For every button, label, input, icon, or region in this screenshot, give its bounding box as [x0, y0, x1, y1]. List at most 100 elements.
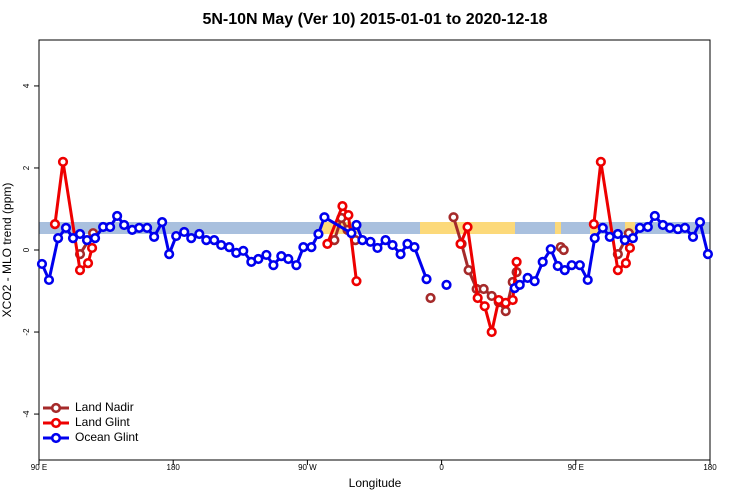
- data-point: [171, 230, 182, 242]
- data-point: [86, 242, 98, 254]
- data-point: [486, 326, 497, 338]
- series-line: [592, 160, 632, 272]
- x-tick-label: 90 E: [31, 463, 47, 472]
- data-point: [448, 212, 459, 223]
- data-point: [253, 253, 264, 265]
- data-point: [57, 156, 69, 167]
- data-point: [507, 294, 518, 306]
- data-point: [357, 235, 368, 246]
- data-point: [574, 260, 585, 271]
- data-point: [89, 233, 101, 244]
- y-tick-label: -4: [22, 410, 31, 418]
- data-point: [194, 228, 205, 240]
- band-land: [625, 222, 635, 234]
- data-point: [283, 253, 294, 265]
- data-point: [664, 222, 675, 233]
- data-point: [306, 242, 317, 253]
- data-point: [49, 219, 61, 230]
- data-point: [500, 306, 511, 317]
- data-point: [164, 249, 175, 260]
- data-point: [268, 260, 279, 271]
- data-point: [479, 301, 490, 312]
- x-tick-label: 180: [703, 463, 717, 472]
- data-point: [134, 222, 145, 233]
- data-point: [589, 233, 600, 244]
- data-point: [60, 222, 72, 233]
- data-point: [620, 258, 632, 269]
- y-tick-label: 4: [22, 83, 31, 88]
- x-tick-label: 180: [167, 463, 181, 472]
- data-point: [105, 221, 116, 233]
- data-point: [441, 279, 452, 290]
- data-point: [649, 210, 660, 222]
- data-point: [43, 274, 55, 286]
- data-point: [421, 274, 432, 285]
- data-point: [238, 245, 249, 256]
- data-point: [566, 260, 577, 271]
- x-tick-label: 0: [439, 463, 444, 472]
- legend-marker: [50, 417, 62, 429]
- data-point: [149, 231, 160, 242]
- data-point: [612, 228, 623, 240]
- data-point: [595, 156, 606, 167]
- data-point: [552, 260, 563, 272]
- data-point: [624, 242, 636, 254]
- data-point: [186, 233, 197, 244]
- data-point: [209, 235, 220, 246]
- data-point: [687, 231, 699, 242]
- data-point: [694, 217, 706, 228]
- data-point: [582, 274, 593, 286]
- data-point: [545, 244, 556, 255]
- data-point: [67, 233, 79, 244]
- data-point: [346, 228, 357, 239]
- band-land: [555, 222, 561, 234]
- data-point: [157, 217, 168, 228]
- data-point: [395, 249, 406, 260]
- data-point: [313, 228, 324, 240]
- data-point: [486, 290, 497, 302]
- x-tick-label: 90 E: [568, 463, 584, 472]
- data-point: [387, 239, 398, 251]
- legend-label: Land Glint: [75, 415, 130, 429]
- x-axis-label: Longitude: [349, 476, 402, 490]
- data-point: [298, 242, 309, 253]
- data-point: [112, 210, 123, 222]
- y-axis-label: XCO2 - MLO trend (ppm): [0, 183, 14, 318]
- legend-marker: [50, 432, 62, 444]
- data-point: [529, 276, 540, 287]
- data-point: [343, 210, 354, 221]
- series-line: [459, 225, 519, 334]
- data-point: [514, 279, 525, 290]
- data-point: [82, 258, 94, 269]
- data-point: [642, 221, 653, 233]
- y-tick-label: -2: [22, 328, 31, 336]
- data-point: [216, 239, 227, 251]
- data-point: [337, 201, 348, 212]
- data-point: [351, 219, 362, 231]
- data-point: [472, 292, 483, 304]
- data-point: [291, 260, 302, 271]
- data-point: [702, 249, 714, 260]
- data-point: [372, 242, 383, 254]
- data-point: [74, 228, 86, 240]
- x-tick-label: 90 W: [298, 463, 317, 472]
- data-point: [409, 242, 420, 253]
- data-point: [559, 264, 570, 276]
- data-point: [619, 235, 630, 246]
- data-point: [604, 231, 615, 242]
- data-point: [74, 264, 86, 276]
- data-point: [627, 233, 639, 244]
- y-tick-label: 0: [22, 247, 31, 252]
- legend-label: Land Nadir: [75, 400, 134, 414]
- data-point: [425, 292, 436, 304]
- data-point: [380, 235, 391, 246]
- legend-marker: [50, 402, 62, 414]
- data-point: [224, 242, 235, 253]
- data-point: [179, 226, 190, 238]
- data-point: [463, 264, 474, 276]
- data-point: [537, 256, 548, 267]
- data-point: [261, 249, 272, 261]
- y-tick-label: 2: [22, 165, 31, 170]
- data-point: [511, 256, 522, 267]
